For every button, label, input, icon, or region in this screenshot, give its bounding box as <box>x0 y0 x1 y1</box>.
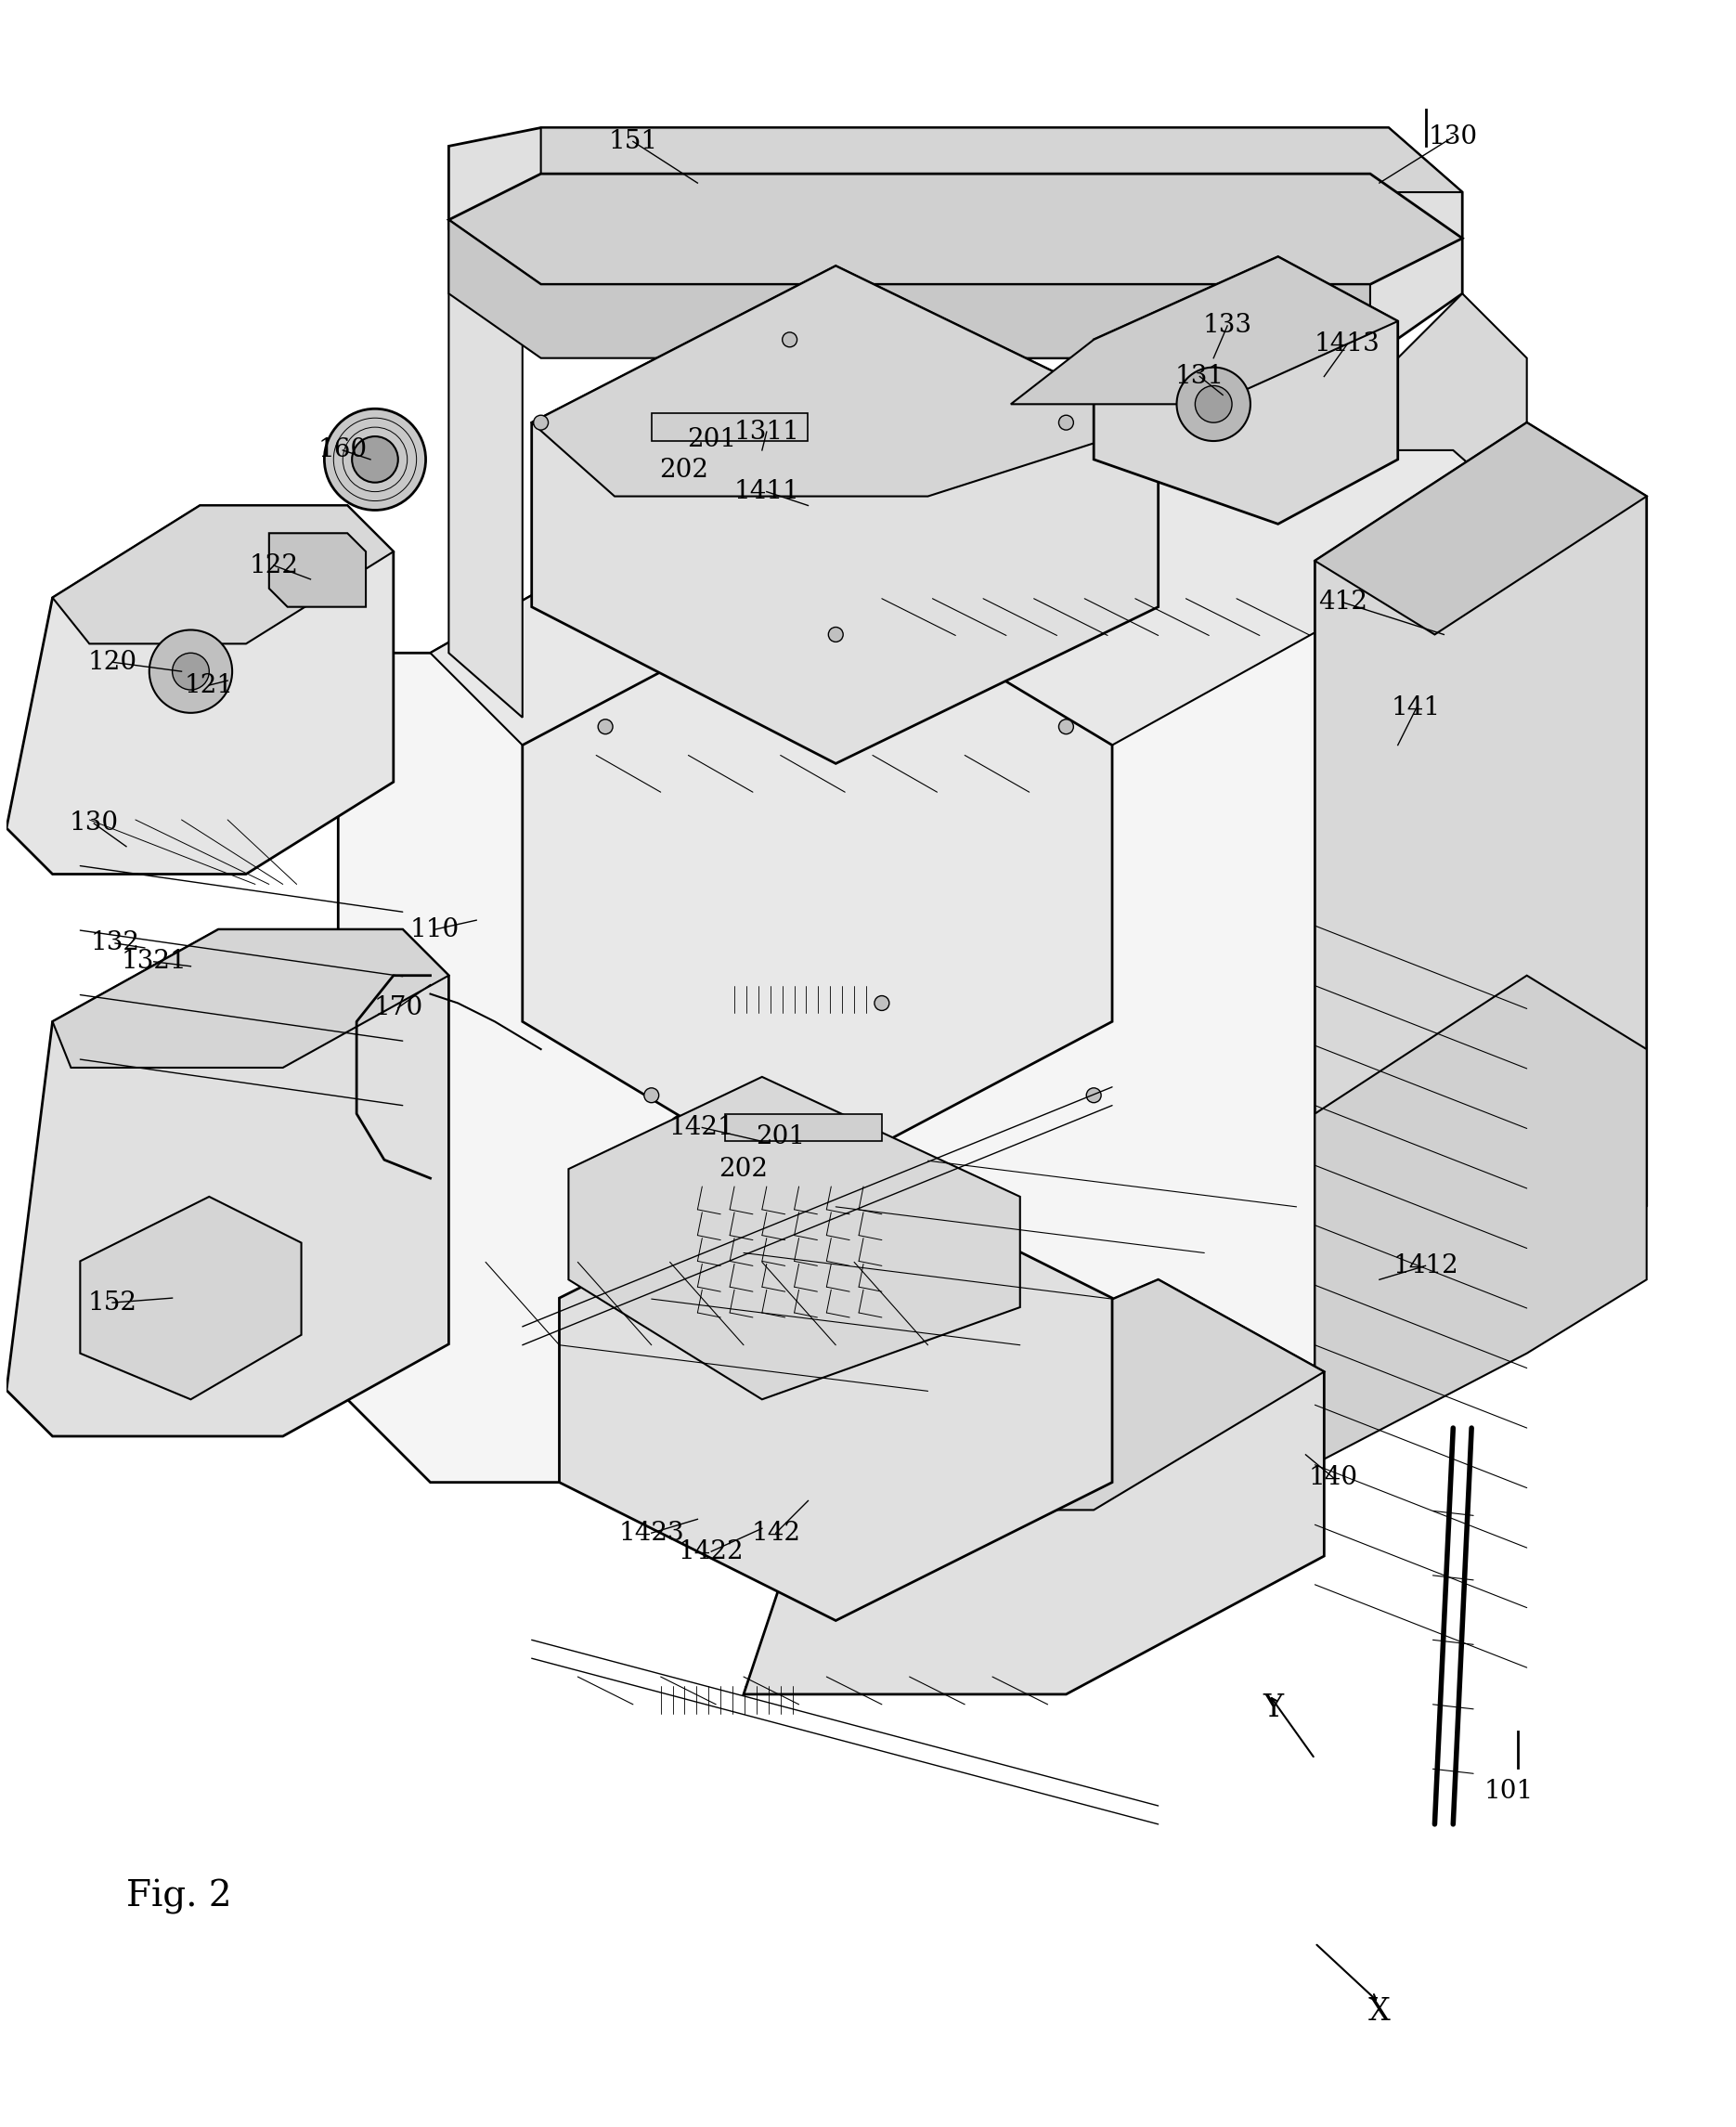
Polygon shape <box>651 413 807 440</box>
Polygon shape <box>559 1159 1113 1621</box>
Polygon shape <box>269 534 366 606</box>
Text: 1412: 1412 <box>1392 1253 1458 1278</box>
Circle shape <box>783 332 797 347</box>
Polygon shape <box>448 219 1370 357</box>
Circle shape <box>1194 385 1233 423</box>
Text: 142: 142 <box>752 1521 800 1546</box>
Polygon shape <box>1314 423 1647 634</box>
Polygon shape <box>523 579 1113 1187</box>
Text: 1423: 1423 <box>618 1521 684 1546</box>
Polygon shape <box>7 506 394 874</box>
Circle shape <box>1059 415 1073 430</box>
Text: 133: 133 <box>1203 313 1252 338</box>
Circle shape <box>1087 1087 1101 1102</box>
Polygon shape <box>7 929 448 1436</box>
Circle shape <box>533 415 549 430</box>
Text: 122: 122 <box>248 553 299 579</box>
Text: 120: 120 <box>89 649 137 674</box>
Circle shape <box>875 995 889 1010</box>
Polygon shape <box>448 174 1462 285</box>
Polygon shape <box>448 230 542 717</box>
Text: 160: 160 <box>318 438 368 464</box>
Circle shape <box>352 436 398 483</box>
Text: 170: 170 <box>373 995 424 1021</box>
Circle shape <box>644 1087 660 1102</box>
Text: 412: 412 <box>1318 589 1368 615</box>
Text: 110: 110 <box>410 917 460 942</box>
Text: 1321: 1321 <box>122 949 187 974</box>
Text: 1311: 1311 <box>734 419 800 445</box>
Polygon shape <box>568 1076 1021 1400</box>
Polygon shape <box>542 128 1462 191</box>
Polygon shape <box>726 1115 882 1142</box>
Text: 202: 202 <box>660 457 708 483</box>
Polygon shape <box>52 929 448 1068</box>
Circle shape <box>828 627 844 642</box>
Text: 130: 130 <box>1429 123 1477 149</box>
Circle shape <box>172 653 208 689</box>
Text: 152: 152 <box>89 1291 137 1314</box>
Text: 141: 141 <box>1392 696 1441 721</box>
Text: 202: 202 <box>719 1157 769 1180</box>
Text: 1411: 1411 <box>734 479 800 504</box>
Text: 121: 121 <box>184 672 234 698</box>
Circle shape <box>1059 719 1073 734</box>
Text: 130: 130 <box>69 810 118 836</box>
Polygon shape <box>339 423 1528 1483</box>
Text: 131: 131 <box>1175 364 1224 389</box>
Polygon shape <box>431 423 1528 744</box>
Polygon shape <box>1314 423 1647 1391</box>
Polygon shape <box>52 506 394 644</box>
Text: X: X <box>1368 1997 1391 2027</box>
Text: 151: 151 <box>608 130 658 153</box>
Circle shape <box>149 630 233 713</box>
Text: 1422: 1422 <box>679 1540 745 1563</box>
Text: 132: 132 <box>90 932 141 955</box>
Text: 140: 140 <box>1309 1466 1358 1491</box>
Text: 201: 201 <box>687 428 736 451</box>
Polygon shape <box>771 1280 1325 1510</box>
Text: 1413: 1413 <box>1314 332 1380 357</box>
Polygon shape <box>1010 257 1397 404</box>
Circle shape <box>325 408 425 510</box>
Text: Fig. 2: Fig. 2 <box>127 1880 231 1914</box>
Text: Y: Y <box>1264 1693 1283 1723</box>
Polygon shape <box>531 266 1158 496</box>
Polygon shape <box>1370 294 1528 515</box>
Text: 201: 201 <box>755 1125 806 1149</box>
Polygon shape <box>1094 257 1397 523</box>
Polygon shape <box>448 128 1462 357</box>
Polygon shape <box>743 1280 1325 1695</box>
Circle shape <box>597 719 613 734</box>
Text: 1421: 1421 <box>670 1115 734 1140</box>
Polygon shape <box>531 266 1158 764</box>
Polygon shape <box>80 1198 302 1400</box>
Polygon shape <box>1314 976 1647 1463</box>
Circle shape <box>1177 368 1250 440</box>
Text: 101: 101 <box>1484 1778 1533 1804</box>
